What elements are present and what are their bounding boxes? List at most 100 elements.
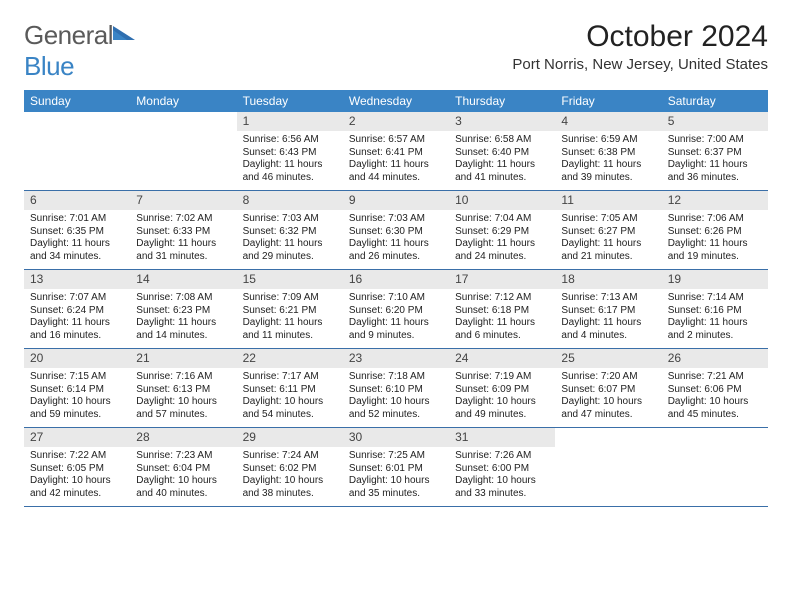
day-cell: 14Sunrise: 7:08 AMSunset: 6:23 PMDayligh…: [130, 270, 236, 348]
day-number: 20: [24, 349, 130, 368]
day-cell: 2Sunrise: 6:57 AMSunset: 6:41 PMDaylight…: [343, 112, 449, 190]
daylight-text: Daylight: 11 hours and 4 minutes.: [561, 317, 655, 342]
day-number: 25: [555, 349, 661, 368]
logo: General Blue: [24, 20, 135, 82]
day-cell: 29Sunrise: 7:24 AMSunset: 6:02 PMDayligh…: [237, 428, 343, 506]
week-row: 1Sunrise: 6:56 AMSunset: 6:43 PMDaylight…: [24, 112, 768, 191]
sunrise-text: Sunrise: 7:03 AM: [349, 213, 443, 226]
sunset-text: Sunset: 6:23 PM: [136, 305, 230, 318]
sunrise-text: Sunrise: 6:56 AM: [243, 134, 337, 147]
sunrise-text: Sunrise: 7:05 AM: [561, 213, 655, 226]
day-number: 19: [662, 270, 768, 289]
day-cell: 21Sunrise: 7:16 AMSunset: 6:13 PMDayligh…: [130, 349, 236, 427]
dayhdr-tue: Tuesday: [237, 90, 343, 112]
day-body: Sunrise: 7:08 AMSunset: 6:23 PMDaylight:…: [130, 289, 236, 348]
day-number: 15: [237, 270, 343, 289]
day-number: 16: [343, 270, 449, 289]
day-cell: 17Sunrise: 7:12 AMSunset: 6:18 PMDayligh…: [449, 270, 555, 348]
day-body: Sunrise: 7:25 AMSunset: 6:01 PMDaylight:…: [343, 447, 449, 506]
daylight-text: Daylight: 10 hours and 47 minutes.: [561, 396, 655, 421]
daylight-text: Daylight: 11 hours and 19 minutes.: [668, 238, 762, 263]
sunset-text: Sunset: 6:04 PM: [136, 463, 230, 476]
sunrise-text: Sunrise: 7:03 AM: [243, 213, 337, 226]
day-body: Sunrise: 7:19 AMSunset: 6:09 PMDaylight:…: [449, 368, 555, 427]
sunset-text: Sunset: 6:09 PM: [455, 384, 549, 397]
daylight-text: Daylight: 10 hours and 52 minutes.: [349, 396, 443, 421]
daylight-text: Daylight: 11 hours and 29 minutes.: [243, 238, 337, 263]
sunset-text: Sunset: 6:26 PM: [668, 226, 762, 239]
day-cell: 13Sunrise: 7:07 AMSunset: 6:24 PMDayligh…: [24, 270, 130, 348]
daylight-text: Daylight: 10 hours and 42 minutes.: [30, 475, 124, 500]
day-body: Sunrise: 7:20 AMSunset: 6:07 PMDaylight:…: [555, 368, 661, 427]
day-number: 6: [24, 191, 130, 210]
sunset-text: Sunset: 6:33 PM: [136, 226, 230, 239]
day-number: 28: [130, 428, 236, 447]
daylight-text: Daylight: 11 hours and 9 minutes.: [349, 317, 443, 342]
sunrise-text: Sunrise: 7:00 AM: [668, 134, 762, 147]
dayhdr-sun: Sunday: [24, 90, 130, 112]
day-cell: [662, 428, 768, 506]
day-body: Sunrise: 7:07 AMSunset: 6:24 PMDaylight:…: [24, 289, 130, 348]
sunrise-text: Sunrise: 7:18 AM: [349, 371, 443, 384]
day-body: Sunrise: 7:14 AMSunset: 6:16 PMDaylight:…: [662, 289, 768, 348]
day-number: 9: [343, 191, 449, 210]
day-body: Sunrise: 7:16 AMSunset: 6:13 PMDaylight:…: [130, 368, 236, 427]
day-body: Sunrise: 6:56 AMSunset: 6:43 PMDaylight:…: [237, 131, 343, 190]
daylight-text: Daylight: 10 hours and 40 minutes.: [136, 475, 230, 500]
day-cell: 26Sunrise: 7:21 AMSunset: 6:06 PMDayligh…: [662, 349, 768, 427]
sunrise-text: Sunrise: 7:09 AM: [243, 292, 337, 305]
day-body: Sunrise: 7:15 AMSunset: 6:14 PMDaylight:…: [24, 368, 130, 427]
day-cell: 20Sunrise: 7:15 AMSunset: 6:14 PMDayligh…: [24, 349, 130, 427]
day-cell: 28Sunrise: 7:23 AMSunset: 6:04 PMDayligh…: [130, 428, 236, 506]
day-cell: 9Sunrise: 7:03 AMSunset: 6:30 PMDaylight…: [343, 191, 449, 269]
day-cell: 27Sunrise: 7:22 AMSunset: 6:05 PMDayligh…: [24, 428, 130, 506]
day-cell: 7Sunrise: 7:02 AMSunset: 6:33 PMDaylight…: [130, 191, 236, 269]
day-number: 12: [662, 191, 768, 210]
sunrise-text: Sunrise: 6:59 AM: [561, 134, 655, 147]
day-number: 24: [449, 349, 555, 368]
day-number: 7: [130, 191, 236, 210]
sunrise-text: Sunrise: 7:10 AM: [349, 292, 443, 305]
daylight-text: Daylight: 10 hours and 38 minutes.: [243, 475, 337, 500]
sunrise-text: Sunrise: 7:08 AM: [136, 292, 230, 305]
day-body: Sunrise: 7:21 AMSunset: 6:06 PMDaylight:…: [662, 368, 768, 427]
sunrise-text: Sunrise: 7:02 AM: [136, 213, 230, 226]
sunset-text: Sunset: 6:21 PM: [243, 305, 337, 318]
sunset-text: Sunset: 6:40 PM: [455, 147, 549, 160]
sunrise-text: Sunrise: 7:25 AM: [349, 450, 443, 463]
sunrise-text: Sunrise: 7:22 AM: [30, 450, 124, 463]
sunrise-text: Sunrise: 7:06 AM: [668, 213, 762, 226]
day-body: Sunrise: 7:23 AMSunset: 6:04 PMDaylight:…: [130, 447, 236, 506]
day-number: 10: [449, 191, 555, 210]
day-cell: 24Sunrise: 7:19 AMSunset: 6:09 PMDayligh…: [449, 349, 555, 427]
daylight-text: Daylight: 11 hours and 26 minutes.: [349, 238, 443, 263]
header: General Blue October 2024 Port Norris, N…: [24, 20, 768, 82]
day-header-row: Sunday Monday Tuesday Wednesday Thursday…: [24, 90, 768, 112]
day-number: 23: [343, 349, 449, 368]
day-number: 5: [662, 112, 768, 131]
day-number: 27: [24, 428, 130, 447]
daylight-text: Daylight: 11 hours and 21 minutes.: [561, 238, 655, 263]
day-cell: 30Sunrise: 7:25 AMSunset: 6:01 PMDayligh…: [343, 428, 449, 506]
day-cell: 4Sunrise: 6:59 AMSunset: 6:38 PMDaylight…: [555, 112, 661, 190]
sunrise-text: Sunrise: 7:21 AM: [668, 371, 762, 384]
day-body: Sunrise: 7:22 AMSunset: 6:05 PMDaylight:…: [24, 447, 130, 506]
daylight-text: Daylight: 10 hours and 59 minutes.: [30, 396, 124, 421]
daylight-text: Daylight: 11 hours and 16 minutes.: [30, 317, 124, 342]
sunset-text: Sunset: 6:20 PM: [349, 305, 443, 318]
day-number: 2: [343, 112, 449, 131]
calendar: Sunday Monday Tuesday Wednesday Thursday…: [24, 90, 768, 507]
day-cell: 25Sunrise: 7:20 AMSunset: 6:07 PMDayligh…: [555, 349, 661, 427]
daylight-text: Daylight: 11 hours and 11 minutes.: [243, 317, 337, 342]
sunrise-text: Sunrise: 7:24 AM: [243, 450, 337, 463]
sunset-text: Sunset: 6:37 PM: [668, 147, 762, 160]
day-number: 21: [130, 349, 236, 368]
day-cell: [24, 112, 130, 190]
logo-triangle-icon: [113, 24, 135, 45]
sunrise-text: Sunrise: 7:13 AM: [561, 292, 655, 305]
day-body: Sunrise: 7:24 AMSunset: 6:02 PMDaylight:…: [237, 447, 343, 506]
day-body: Sunrise: 7:06 AMSunset: 6:26 PMDaylight:…: [662, 210, 768, 269]
day-body: Sunrise: 6:58 AMSunset: 6:40 PMDaylight:…: [449, 131, 555, 190]
sunrise-text: Sunrise: 7:12 AM: [455, 292, 549, 305]
day-cell: 5Sunrise: 7:00 AMSunset: 6:37 PMDaylight…: [662, 112, 768, 190]
